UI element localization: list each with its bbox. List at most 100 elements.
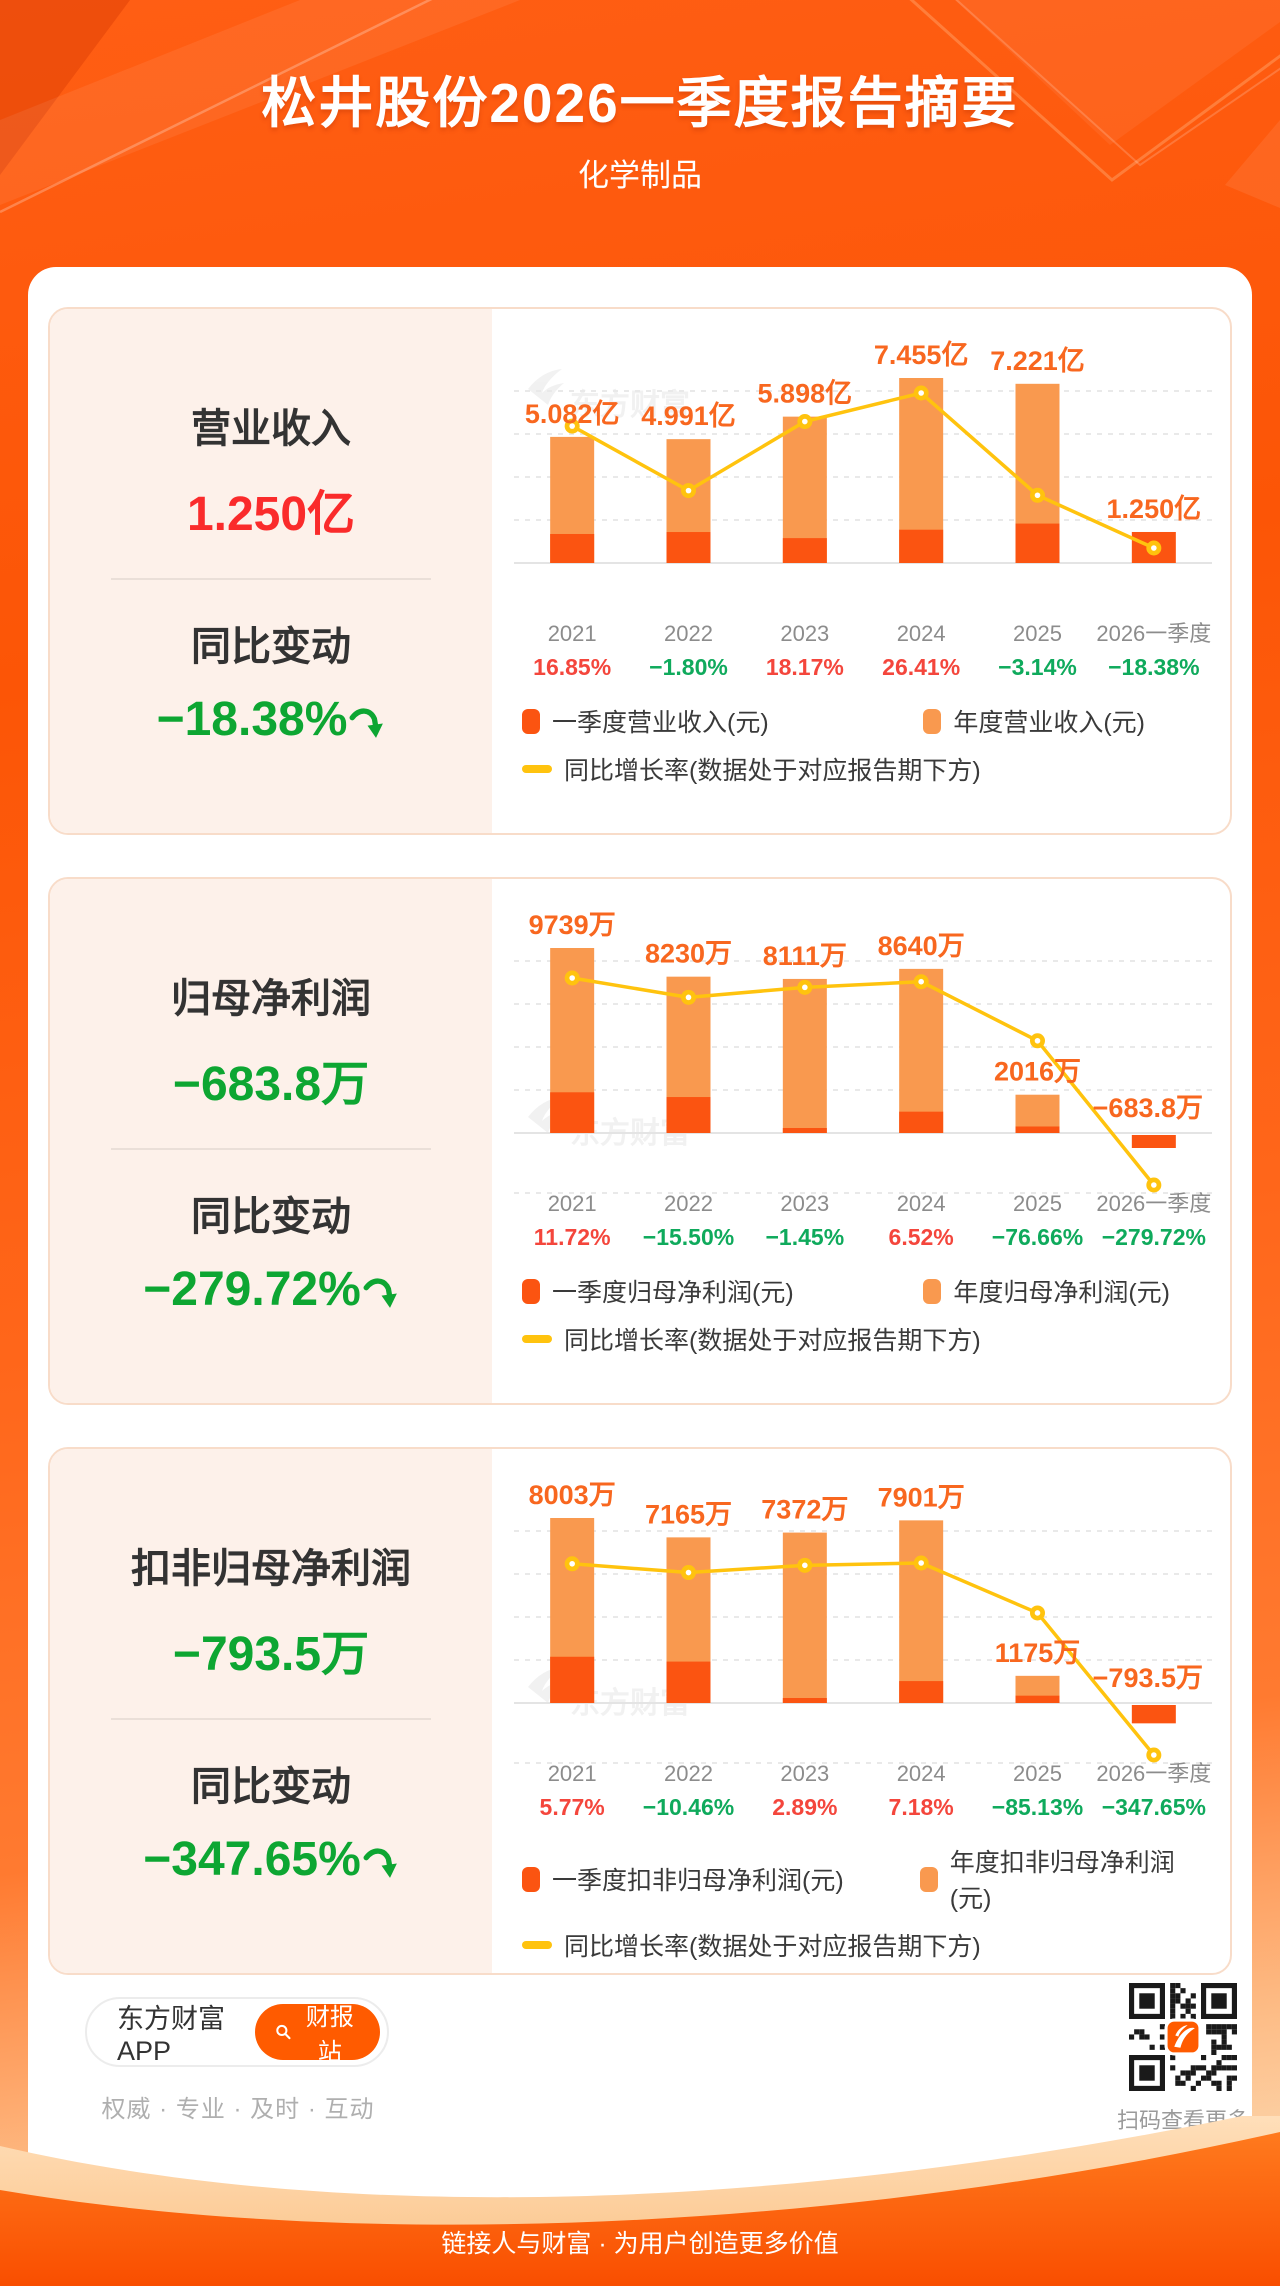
down-arrow-icon bbox=[349, 708, 384, 738]
legend-annual: 年度营业收入(元) bbox=[923, 703, 1145, 739]
gridlines bbox=[514, 390, 1212, 564]
metric-title: 营业收入 bbox=[191, 406, 351, 451]
svg-text:9739万: 9739万 bbox=[529, 910, 616, 940]
svg-text:6.52%: 6.52% bbox=[889, 1224, 954, 1250]
svg-text:2026一季度: 2026一季度 bbox=[1096, 1191, 1211, 1216]
annual-bar-swatch bbox=[923, 1278, 942, 1304]
annual-bar bbox=[899, 968, 944, 1133]
svg-text:18.17%: 18.17% bbox=[766, 654, 844, 680]
report-station-button[interactable]: 财报站 bbox=[254, 2004, 380, 2066]
q1-bar-segment bbox=[550, 1656, 595, 1703]
net-profit-chart-panel: 东方财富 9739万 8230万 8111万 8640万 2016万 −683.8万 2021… bbox=[492, 879, 1230, 1403]
q1-bar-segment bbox=[782, 1698, 827, 1703]
q1-bar-segment bbox=[1015, 1695, 1060, 1703]
report-station-label: 财报站 bbox=[305, 2004, 354, 2066]
svg-text:7.455亿: 7.455亿 bbox=[874, 340, 969, 370]
growth-markers bbox=[564, 1555, 1162, 1763]
header-decoration bbox=[0, 0, 1280, 214]
svg-text:2026一季度: 2026一季度 bbox=[1096, 621, 1211, 646]
growth-line bbox=[572, 1561, 1156, 1757]
card-adjusted-net-profit: 扣非归母净利润 −793.5万 同比变动 −347.65% 东方财富 8003万 7… bbox=[48, 1447, 1232, 1975]
change-value: −18.38% bbox=[157, 692, 386, 747]
x-axis-labels: 2021 5.77% 2022 −10.46% 2023 2.89% 2024 7.18% 20… bbox=[540, 1761, 1212, 1820]
annual-bar-swatch bbox=[923, 708, 942, 734]
svg-text:2022: 2022 bbox=[664, 621, 713, 646]
q1-bar-segment bbox=[782, 538, 827, 563]
revenue-chart-panel: 东方财富 5.082亿 4.991亿 5.898亿 7.455亿 7.221亿 1.250亿… bbox=[492, 309, 1230, 833]
growth-line bbox=[571, 391, 1155, 550]
q1-bar-segment bbox=[899, 1111, 944, 1133]
svg-text:8003万: 8003万 bbox=[529, 1480, 616, 1510]
svg-text:2021: 2021 bbox=[548, 621, 597, 646]
adjusted-net-profit-chart-panel: 东方财富 8003万 7165万 7372万 7901万 1175万 −793.5万 2021… bbox=[492, 1449, 1230, 1973]
x-axis-labels: 2021 16.85% 2022 −1.80% 2023 18.17% 2024 26.41%… bbox=[533, 621, 1211, 680]
change-value: −347.65% bbox=[143, 1832, 399, 1887]
svg-text:8111万: 8111万 bbox=[763, 941, 847, 971]
svg-text:4.991亿: 4.991亿 bbox=[641, 401, 736, 431]
q1-bar-swatch bbox=[522, 1278, 540, 1304]
header: 松井股份2026一季度报告摘要 化学制品 bbox=[0, 0, 1280, 195]
growth-line-swatch bbox=[522, 1941, 552, 1949]
q1-bar-segment bbox=[666, 532, 711, 563]
metric-value: −793.5万 bbox=[172, 1627, 370, 1681]
growth-line bbox=[571, 976, 1156, 1187]
svg-text:5.77%: 5.77% bbox=[540, 1794, 605, 1820]
change-title: 同比变动 bbox=[191, 624, 351, 669]
svg-text:5.082亿: 5.082亿 bbox=[525, 399, 620, 429]
metric-title: 归母净利润 bbox=[171, 976, 371, 1021]
legend-q1: 一季度扣非归母净利润(元) bbox=[522, 1861, 920, 1897]
svg-text:7901万: 7901万 bbox=[878, 1482, 965, 1512]
q1-bar-swatch bbox=[522, 1866, 540, 1892]
growth-line-swatch bbox=[522, 765, 552, 773]
growth-markers bbox=[564, 970, 1162, 1193]
change-value-text: −279.72% bbox=[143, 1262, 361, 1316]
revenue-summary: 营业收入 1.250亿 同比变动 −18.38% bbox=[50, 309, 492, 833]
gridlines bbox=[514, 1530, 1212, 1764]
svg-text:2023: 2023 bbox=[780, 1191, 829, 1216]
svg-text:1.250亿: 1.250亿 bbox=[1107, 494, 1202, 524]
down-arrow-icon bbox=[363, 1278, 397, 1308]
search-icon bbox=[276, 2024, 291, 2040]
svg-text:7.221亿: 7.221亿 bbox=[990, 346, 1085, 376]
bar-value-labels: 5.082亿 4.991亿 5.898亿 7.455亿 7.221亿 1.250亿 bbox=[525, 340, 1201, 524]
svg-text:东方财富: 东方财富 bbox=[570, 388, 690, 422]
change-value-text: −18.38% bbox=[156, 692, 348, 746]
svg-text:−347.65%: −347.65% bbox=[1102, 1794, 1206, 1820]
svg-text:2024: 2024 bbox=[897, 1761, 946, 1786]
change-title: 同比变动 bbox=[191, 1764, 351, 1809]
legend-annual: 年度扣非归母净利润(元) bbox=[919, 1843, 1214, 1915]
change-value-text: −347.65% bbox=[143, 1832, 361, 1886]
svg-text:5.898亿: 5.898亿 bbox=[758, 379, 853, 409]
annual-bar bbox=[899, 1520, 944, 1703]
q1-bar-segment bbox=[899, 529, 944, 563]
q1-bar-segment bbox=[1015, 1126, 1060, 1133]
change-title: 同比变动 bbox=[191, 1194, 351, 1239]
legend-annual: 年度归母净利润(元) bbox=[923, 1273, 1170, 1309]
q1-bar bbox=[1131, 1135, 1176, 1148]
chart-legend: 一季度营业收入(元) 年度营业收入(元) 同比增长率(数据处于对应报告期下方) bbox=[508, 703, 1214, 787]
svg-text:2024: 2024 bbox=[897, 1191, 946, 1216]
svg-text:11.72%: 11.72% bbox=[534, 1224, 611, 1250]
growth-markers bbox=[564, 385, 1162, 556]
footer-tagline: 权威 · 专业 · 及时 · 互动 bbox=[101, 2096, 375, 2123]
svg-text:−10.46%: −10.46% bbox=[643, 1794, 734, 1820]
card-net-profit: 归母净利润 −683.8万 同比变动 −279.72% 东方财富 9739万 823… bbox=[48, 877, 1232, 1405]
bar-value-labels: 9739万 8230万 8111万 8640万 2016万 −683.8万 bbox=[529, 910, 1203, 1123]
svg-text:2022: 2022 bbox=[664, 1761, 713, 1786]
svg-text:2021: 2021 bbox=[548, 1191, 597, 1216]
q1-bar-segment bbox=[782, 1128, 827, 1133]
app-label: 东方财富APP bbox=[117, 2004, 225, 2066]
legend-growth: 同比增长率(数据处于对应报告期下方) bbox=[522, 1927, 981, 1963]
qr-block: 扫码查看更多 bbox=[1103, 1983, 1263, 2135]
svg-text:−18.38%: −18.38% bbox=[1108, 654, 1199, 680]
svg-text:8230万: 8230万 bbox=[645, 939, 732, 969]
adjusted-net-profit-summary: 扣非归母净利润 −793.5万 同比变动 −347.65% bbox=[50, 1449, 492, 1973]
content-panel: 营业收入 1.250亿 同比变动 −18.38% 东方财富 5.082亿 4.991… bbox=[28, 267, 1252, 2286]
svg-text:−1.45%: −1.45% bbox=[766, 1224, 845, 1250]
svg-text:16.85%: 16.85% bbox=[533, 654, 611, 680]
svg-text:7165万: 7165万 bbox=[645, 1499, 732, 1529]
card-revenue: 营业收入 1.250亿 同比变动 −18.38% 东方财富 5.082亿 4.991… bbox=[48, 307, 1232, 835]
q1-bar-segment bbox=[899, 1681, 944, 1703]
qr-code bbox=[1129, 1983, 1237, 2091]
